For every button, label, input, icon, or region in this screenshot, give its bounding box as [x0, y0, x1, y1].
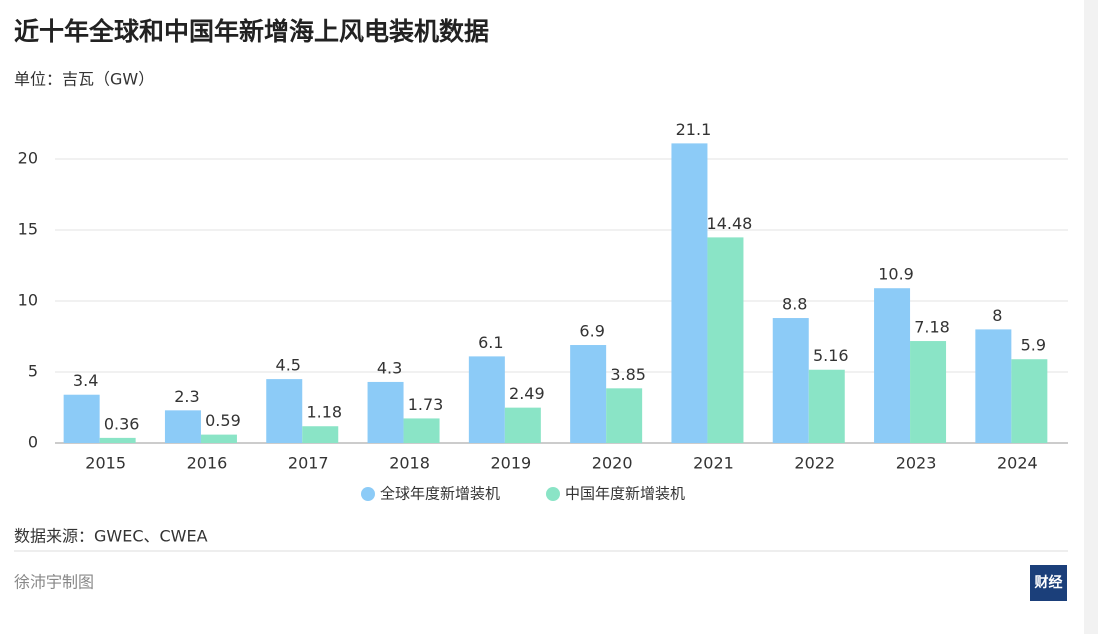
value-label: 6.1	[478, 333, 503, 352]
bar	[403, 418, 440, 443]
value-label: 1.18	[306, 403, 342, 422]
x-tick-label: 2020	[592, 454, 633, 473]
bar	[504, 407, 541, 443]
value-label: 21.1	[676, 120, 712, 139]
value-label: 4.5	[276, 356, 301, 375]
value-label: 6.9	[579, 322, 604, 341]
bar	[975, 329, 1012, 443]
value-label: 4.3	[377, 358, 402, 377]
value-label: 5.16	[813, 346, 849, 365]
x-tick-label: 2015	[85, 454, 126, 473]
y-tick-label: 10	[18, 291, 38, 310]
bar	[200, 434, 237, 443]
legend-label: 中国年度新增装机	[565, 485, 685, 503]
legend-label: 全球年度新增装机	[380, 485, 500, 503]
x-tick-label: 2024	[997, 454, 1038, 473]
value-label: 8.8	[782, 295, 807, 314]
value-label: 3.85	[610, 365, 646, 384]
x-tick-label: 2021	[693, 454, 734, 473]
bar	[570, 345, 607, 443]
source-note: 数据来源：GWEC、CWEA	[14, 527, 208, 546]
bar	[1011, 359, 1048, 443]
credit: 徐沛宇制图	[14, 573, 94, 592]
bar	[468, 356, 505, 443]
x-tick-label: 2017	[288, 454, 329, 473]
x-tick-label: 2018	[389, 454, 430, 473]
legend-marker	[361, 487, 375, 501]
x-tick-label: 2022	[794, 454, 835, 473]
bar	[772, 318, 809, 443]
value-label: 8	[992, 306, 1002, 325]
bar	[606, 388, 643, 443]
bar	[910, 341, 947, 443]
legend-marker	[546, 487, 560, 501]
bar	[63, 394, 100, 443]
value-label: 5.9	[1021, 336, 1046, 355]
value-label: 14.48	[707, 214, 753, 233]
value-label: 0.59	[205, 411, 241, 430]
value-label: 1.73	[408, 395, 444, 414]
y-tick-label: 20	[18, 149, 38, 168]
y-tick-label: 0	[28, 433, 38, 452]
bar	[367, 381, 404, 443]
chart-subtitle: 单位：吉瓦（GW）	[14, 70, 154, 89]
value-label: 10.9	[878, 265, 914, 284]
x-tick-label: 2016	[187, 454, 228, 473]
x-tick-label: 2023	[896, 454, 937, 473]
bar	[671, 143, 708, 443]
value-label: 3.4	[73, 371, 98, 390]
bar	[99, 437, 136, 443]
value-label: 0.36	[104, 414, 140, 433]
bar	[707, 237, 744, 443]
side-strip	[1084, 0, 1098, 634]
bar	[874, 288, 911, 443]
value-label: 7.18	[914, 318, 950, 337]
bar	[808, 369, 845, 443]
bar	[266, 379, 303, 443]
y-tick-label: 5	[28, 362, 38, 381]
logo-box	[1030, 565, 1067, 601]
chart-title: 近十年全球和中国年新增海上风电装机数据	[14, 17, 489, 46]
bar	[164, 410, 201, 443]
value-label: 2.49	[509, 384, 545, 403]
value-label: 2.3	[174, 387, 199, 406]
bar	[302, 426, 339, 443]
x-tick-label: 2019	[490, 454, 531, 473]
y-tick-label: 15	[18, 220, 38, 239]
logo-text: 财经	[1034, 574, 1063, 591]
